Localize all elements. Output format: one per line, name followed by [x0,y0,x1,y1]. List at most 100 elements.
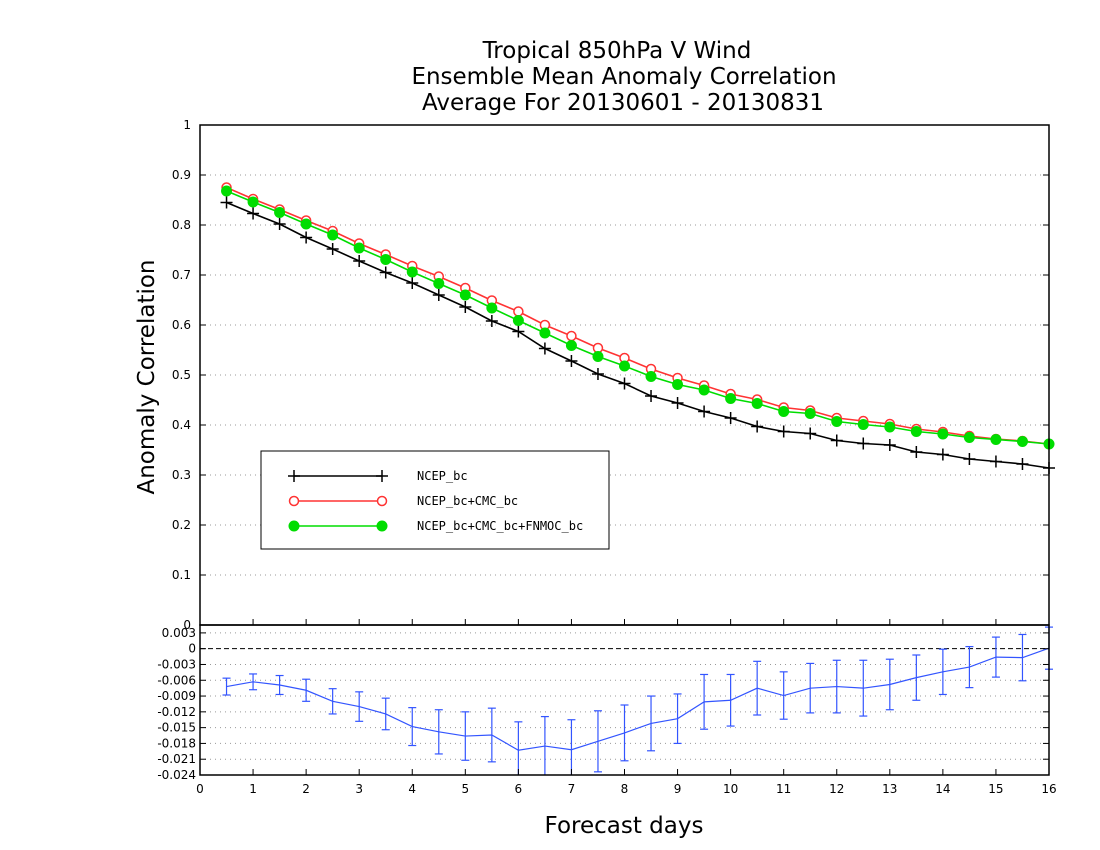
bottom-y-axis-ticks: 0.0030-0.003-0.006-0.009-0.012-0.015-0.0… [157,626,1049,782]
bottom-y-tick-label: 0.003 [162,626,196,640]
difference-line [226,647,1050,751]
data-point [645,371,657,382]
bottom-y-tick-label: -0.012 [157,705,196,719]
x-tick-label: 3 [355,782,363,796]
x-tick-label: 7 [568,782,576,796]
x-tick-label: 8 [621,782,629,796]
data-point [380,254,392,265]
data-point [512,315,524,326]
x-axis-ticks: 0 1 2 3 4 5 6 7 8 9 10 11 12 13 14 15 16 [196,619,1057,796]
data-point [831,416,843,427]
data-point [288,495,300,507]
x-tick-label: 10 [723,782,738,796]
top-y-tick-label: 0.7 [172,268,191,282]
data-point [937,428,949,440]
legend-label: NCEP_bc [417,469,468,483]
legend-entry: NCEP_bc+CMC_bc+FNMOC_bc [288,519,583,533]
data-point [910,426,922,437]
data-point [300,218,312,230]
top-y-tick-label: 0.9 [172,168,191,182]
chart-title-line-1: Tropical 850hPa V Wind [482,38,752,64]
top-plot-frame [199,124,1050,626]
series-line [226,201,1050,469]
legend-box [260,450,610,550]
bottom-y-tick-label: -0.015 [157,721,196,735]
top-y-tick-label: 0.2 [172,518,191,532]
bottom-y-tick-label: 0 [188,642,196,656]
legend: NCEP_bc NCEP_bc+CMC_bc NCEP_bc+CMC_bc+FNMO… [260,450,610,550]
data-point [247,196,259,208]
data-point [592,351,604,362]
bottom-y-tick-label: -0.018 [157,736,196,750]
x-tick-label: 9 [674,782,682,796]
series-NCEP_bc [220,196,1055,474]
data-point [486,302,498,314]
bottom-y-tick-label: -0.003 [157,657,196,671]
chart-title-line-2: Ensemble Mean Anomaly Correlation [411,64,836,90]
data-point [513,306,524,317]
x-tick-label: 4 [408,782,416,796]
top-y-tick-label: 0.1 [172,568,191,582]
x-tick-label: 2 [302,782,310,796]
data-point [884,421,896,433]
data-point [406,266,418,278]
data-point [274,207,286,218]
bottom-plot-series [222,626,1053,775]
x-tick-label: 13 [882,782,897,796]
top-y-tick-label: 0.3 [172,468,191,482]
chart-title-line-3: Average For 20130601 - 20130831 [422,90,824,116]
series-line [226,186,1050,445]
difference-series [222,626,1053,775]
data-point [566,330,577,342]
x-tick-label: 14 [935,782,950,796]
x-tick-label: 1 [249,782,257,796]
legend-entry: NCEP_bc [288,469,468,483]
x-tick-label: 6 [515,782,523,796]
series-NCEP_bc+CMC_bc+FNMOC_bc [221,185,1055,450]
x-tick-label: 12 [829,782,844,796]
top-y-tick-label: 1 [183,118,191,132]
chart-title: Tropical 850hPa V Wind Ensemble Mean Ano… [411,38,836,116]
top-y-axis-ticks: 0 0.1 0.2 0.3 0.4 0.5 0.6 0.7 0.8 0.9 1 [172,118,1049,632]
data-point [288,520,300,532]
x-tick-label: 5 [461,782,469,796]
data-point [539,327,551,339]
series-NCEP_bc+CMC_bc [221,182,1055,450]
bottom-y-tick-label: -0.009 [157,689,196,703]
top-y-tick-label: 0.4 [172,418,191,432]
bottom-y-tick-label: -0.021 [157,752,196,766]
legend-label: NCEP_bc+CMC_bc+FNMOC_bc [417,519,583,533]
data-point [565,340,577,351]
data-point [221,185,233,197]
bottom-y-tick-label: -0.006 [157,673,196,687]
data-point [353,242,365,254]
data-point [433,278,445,289]
data-point [804,408,816,419]
data-point [459,289,471,301]
y-axis-label: Anomaly Correlation [134,259,160,494]
x-axis-label: Forecast days [545,813,704,839]
data-point [857,419,869,430]
data-point [619,360,630,372]
top-y-tick-label: 0.8 [172,218,191,232]
x-tick-label: 11 [776,782,791,796]
data-point [990,434,1002,445]
legend-entry: NCEP_bc+CMC_bc [288,494,518,508]
data-point [376,495,388,507]
data-point [963,432,975,443]
x-tick-label: 0 [196,782,204,796]
top-y-tick-label: 0 [183,618,191,632]
data-point [698,384,710,396]
data-point [751,398,763,409]
data-point [672,379,684,390]
x-tick-label: 15 [988,782,1003,796]
data-point [1016,436,1028,447]
top-y-tick-label: 0.6 [172,318,191,332]
top-y-tick-label: 0.5 [172,368,191,382]
legend-label: NCEP_bc+CMC_bc [417,494,518,508]
data-point [778,406,790,417]
data-point [725,393,737,404]
series-line [226,190,1050,445]
bottom-y-tick-label: -0.024 [157,768,196,782]
